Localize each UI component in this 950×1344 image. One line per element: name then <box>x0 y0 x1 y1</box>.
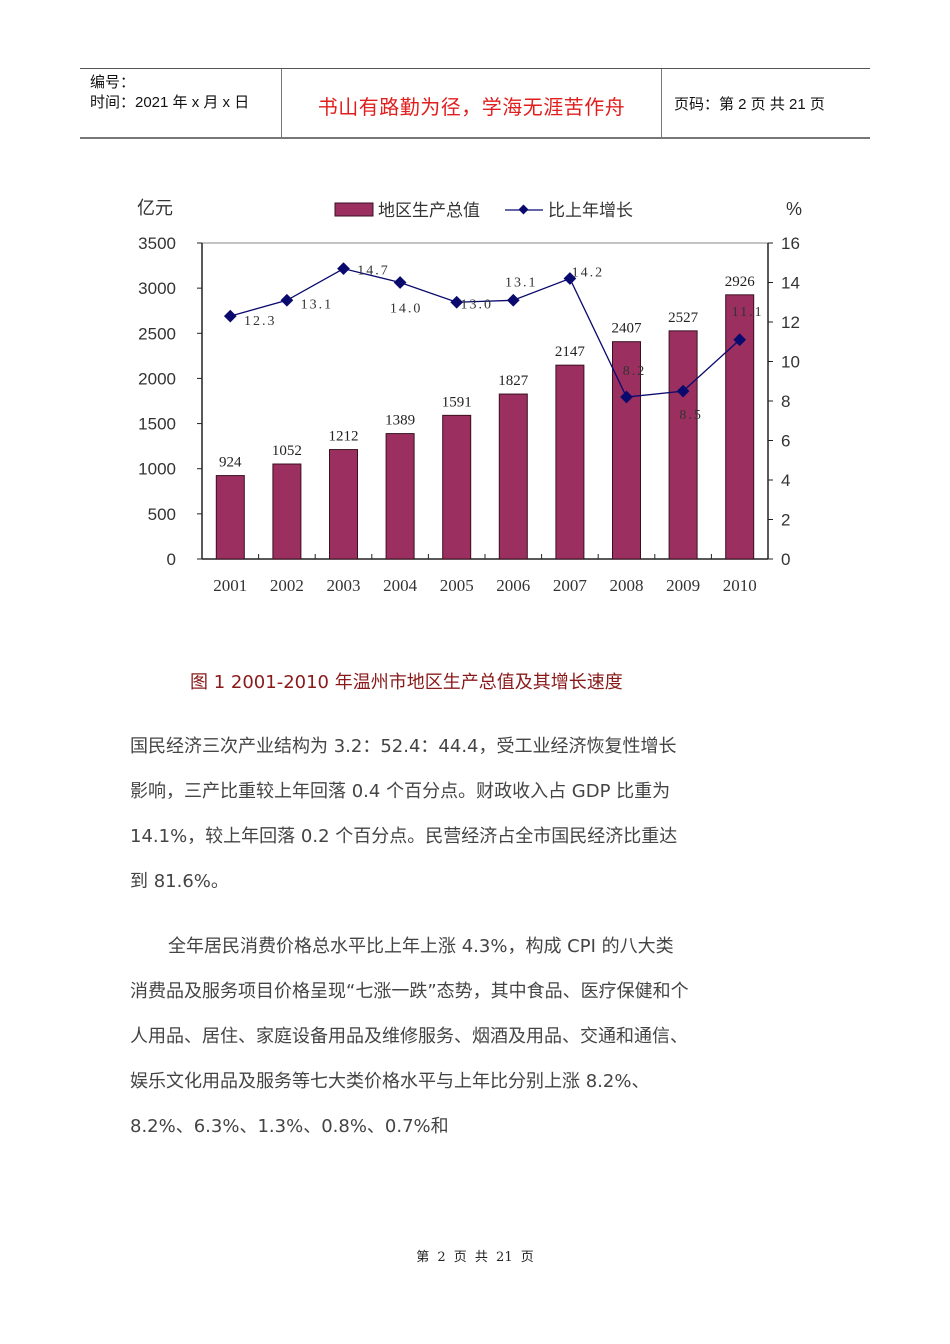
legend-line-label: 比上年增长 <box>548 201 633 220</box>
growth-value-label: 14.2 <box>572 266 605 281</box>
right-tick-label: 8 <box>781 392 790 411</box>
right-tick-label: 0 <box>781 550 790 569</box>
x-tick-label: 2006 <box>496 576 530 595</box>
x-tick-label: 2002 <box>270 576 304 595</box>
bar <box>272 463 302 560</box>
x-tick-label: 2003 <box>327 576 361 595</box>
right-tick-label: 16 <box>781 234 800 253</box>
bar <box>498 393 528 560</box>
x-tick-label: 2001 <box>213 576 247 595</box>
growth-value-label: 14.7 <box>357 264 390 279</box>
bar-value-label: 1591 <box>442 394 472 410</box>
left-tick-label: 3000 <box>138 279 176 298</box>
document-date-label: 时间：2021 年 x 月 x 日 <box>90 94 250 111</box>
right-tick-label: 10 <box>781 353 800 372</box>
growth-marker <box>393 276 407 289</box>
left-tick-label: 1000 <box>138 460 176 479</box>
growth-value-label: 8.5 <box>679 408 703 423</box>
left-tick-label: 3500 <box>138 234 176 253</box>
x-tick-label: 2004 <box>383 576 418 595</box>
legend-bar-label: 地区生产总值 <box>378 201 480 220</box>
growth-value-label: 14.0 <box>390 302 423 317</box>
x-tick-label: 2008 <box>610 576 644 595</box>
figure-caption: 图 1 2001-2010 年温州市地区生产总值及其增长速度 <box>190 672 623 693</box>
header-page-number: 页码：第 2 页 共 21 页 <box>674 95 825 113</box>
left-axis-title: 亿元 <box>137 198 173 218</box>
growth-marker <box>337 262 350 276</box>
right-tick-label: 6 <box>781 432 790 451</box>
growth-value-label: 8.2 <box>623 364 647 379</box>
x-tick-label: 2005 <box>440 576 474 595</box>
growth-value-label: 12.3 <box>244 314 277 329</box>
header-motto: 书山有路勤为径，学海无涯苦作舟 <box>282 69 662 137</box>
growth-value-label: 13.0 <box>460 297 493 312</box>
left-tick-label: 2000 <box>138 369 176 388</box>
bar <box>329 449 358 560</box>
right-tick-label: 12 <box>781 313 800 332</box>
right-axis-title: % <box>786 199 802 219</box>
bar <box>385 433 415 560</box>
bar-value-label: 1052 <box>272 443 302 459</box>
gdp-growth-chart: 0 500 1000 1500 2000 2500 3000 3500 0 2 4 6 8 10 12 14 1… <box>137 198 802 595</box>
bar-value-label: 2926 <box>725 274 756 290</box>
growth-marker <box>506 293 520 307</box>
header-meta: 编号： 时间：2021 年 x 月 x 日 <box>80 69 282 137</box>
body-paragraph-2: 全年居民消费价格总水平比上年上涨 4.3%，构成 CPI 的八大类消费品及服务项… <box>130 936 689 1137</box>
bar-value-label: 2407 <box>612 321 643 337</box>
growth-marker <box>280 293 294 307</box>
bar <box>442 414 472 560</box>
legend-bar-swatch <box>334 202 374 217</box>
body-paragraph-1: 国民经济三次产业结构为 3.2：52.4：44.4，受工业经济恢复性增长影响，三… <box>130 736 678 892</box>
growth-value-label: 13.1 <box>301 297 334 312</box>
bar <box>215 475 245 560</box>
bar-value-label: 1389 <box>385 413 415 429</box>
bar-value-label: 1827 <box>498 373 529 389</box>
growth-line <box>230 267 741 398</box>
right-tick-label: 14 <box>781 274 800 293</box>
bar-value-label: 924 <box>219 455 242 471</box>
bar-value-label: 2527 <box>668 310 699 326</box>
bar-value-label: 2147 <box>555 344 586 360</box>
bar <box>668 330 698 560</box>
legend-line-marker <box>518 204 529 215</box>
left-tick-label: 1500 <box>138 415 176 434</box>
left-tick-label: 0 <box>167 550 176 569</box>
growth-marker <box>450 295 464 309</box>
bar-value-label: 1212 <box>329 429 359 445</box>
page-footer: 第 2 页 共 21 页 <box>416 1250 534 1265</box>
x-tick-label: 2007 <box>553 576 588 595</box>
growth-value-label: 11.1 <box>732 305 764 320</box>
left-tick-label: 2500 <box>138 324 176 343</box>
x-tick-label: 2009 <box>666 576 700 595</box>
right-tick-label: 4 <box>781 471 790 490</box>
document-header: 编号： 时间：2021 年 x 月 x 日 书山有路勤为径，学海无涯苦作舟 页码… <box>80 68 870 139</box>
left-tick-label: 500 <box>148 505 176 524</box>
x-tick-label: 2010 <box>723 576 757 595</box>
growth-value-label: 13.1 <box>505 275 538 290</box>
bar <box>555 364 585 560</box>
growth-marker <box>223 309 237 323</box>
document-number-label: 编号： <box>90 74 136 91</box>
right-tick-label: 2 <box>781 511 790 530</box>
